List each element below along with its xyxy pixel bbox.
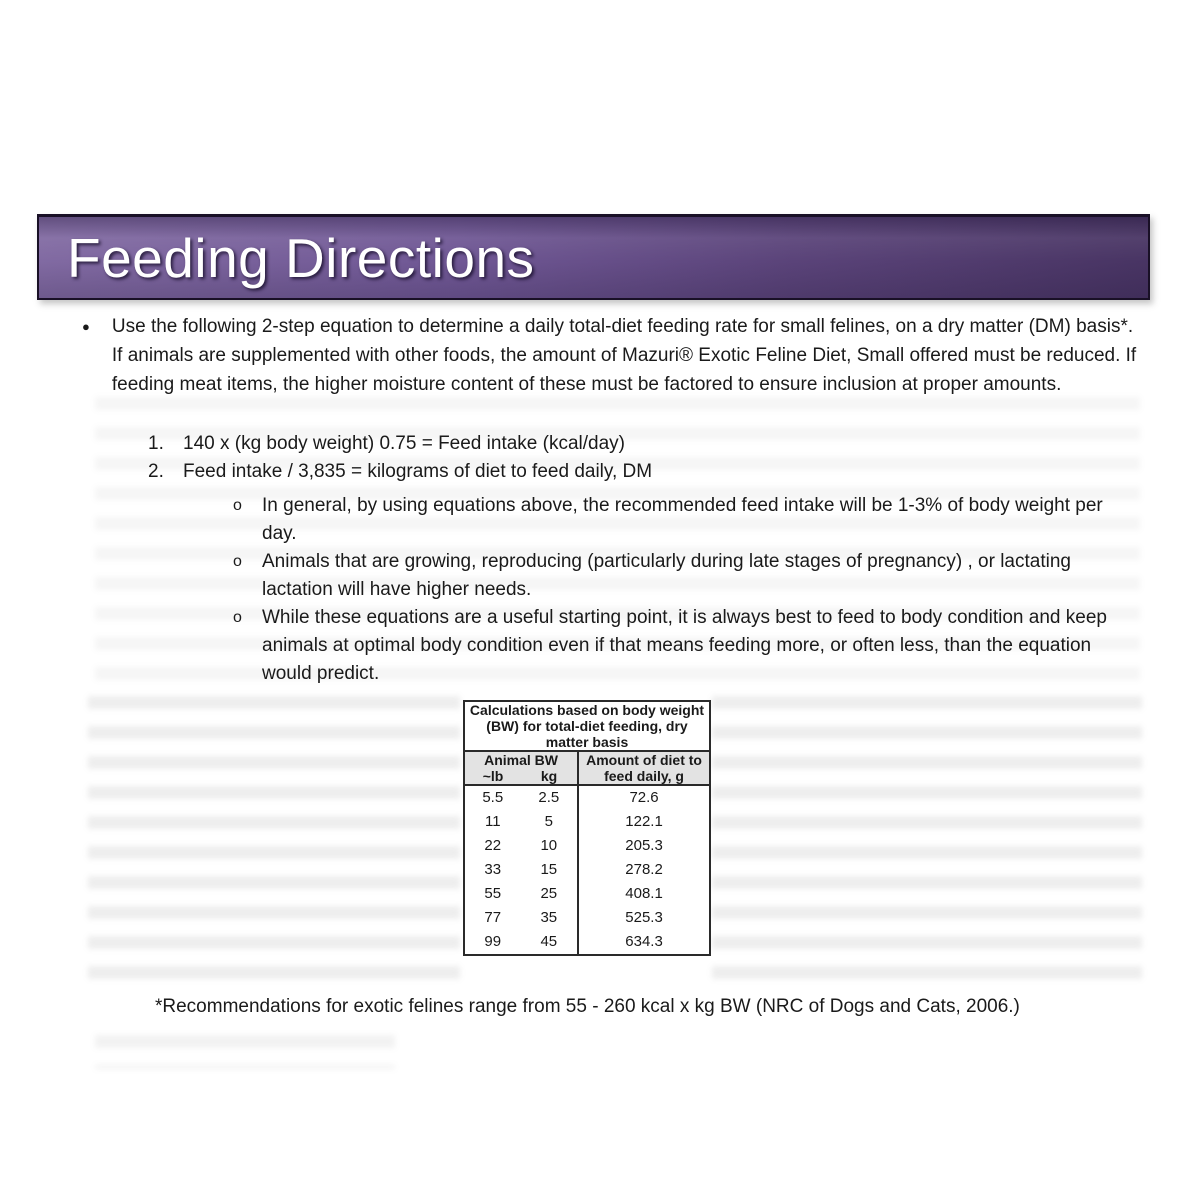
equation-steps: 1. 140 x (kg body weight) 0.75 = Feed in… [148, 430, 652, 486]
cell-kg: 2.5 [538, 789, 560, 806]
cell-amount: 122.1 [577, 810, 710, 834]
scan-artifact-band [95, 1035, 395, 1069]
sub-bullet-marker: o [233, 609, 242, 626]
table-header-row: Animal BW ~lb kg Amount of diet to feed … [464, 751, 710, 786]
slide-title: Feeding Directions [67, 226, 535, 289]
sub-bullet-text: Animals that are growing, reproducing (p… [262, 551, 1071, 600]
cell-kg: 5 [544, 813, 553, 830]
sub-bullet-item: o In general, by using equations above, … [233, 492, 1130, 548]
table-row: 5.5 2.5 72.6 [464, 785, 710, 810]
sub-bullet-item: o While these equations are a useful sta… [233, 604, 1130, 688]
step-item: 2. Feed intake / 3,835 = kilograms of di… [148, 458, 652, 486]
sub-bullet-list: o In general, by using equations above, … [233, 492, 1130, 688]
animal-bw-label: Animal BW [484, 752, 558, 768]
cell-amount: 525.3 [577, 906, 710, 930]
intro-text: Use the following 2-step equation to det… [111, 316, 1137, 395]
table-row: 99 45 634.3 [464, 930, 710, 955]
step-number: 1. [148, 433, 164, 454]
cell-amount: 72.6 [577, 785, 710, 810]
footnote: *Recommendations for exotic felines rang… [155, 996, 1020, 1017]
slide-title-banner: Feeding Directions [37, 214, 1150, 300]
scan-artifact-band [88, 696, 460, 996]
table-row: 77 35 525.3 [464, 906, 710, 930]
cell-kg: 45 [540, 933, 558, 950]
sub-bullet-marker: o [233, 497, 242, 514]
table-row: 33 15 278.2 [464, 858, 710, 882]
cell-lb: 11 [484, 813, 501, 830]
col-subheader-kg: kg [540, 768, 558, 784]
cell-kg: 10 [540, 837, 558, 854]
col-header-amount: Amount of diet to feed daily, g [578, 751, 710, 786]
cell-lb: 22 [484, 837, 502, 854]
col-subheader-lb: ~lb [482, 768, 504, 784]
cell-lb: 5.5 [482, 789, 504, 806]
sub-bullet-item: o Animals that are growing, reproducing … [233, 548, 1130, 604]
feeding-table: Calculations based on body weight (BW) f… [463, 700, 711, 956]
bullet-marker: ● [82, 319, 90, 334]
col-header-animal-bw: Animal BW ~lb kg [464, 751, 580, 786]
cell-kg: 15 [540, 861, 558, 878]
sub-bullet-text: While these equations are a useful start… [262, 607, 1107, 684]
cell-amount: 205.3 [577, 834, 710, 858]
step-item: 1. 140 x (kg body weight) 0.75 = Feed in… [148, 430, 652, 458]
cell-kg: 35 [540, 909, 558, 926]
table-row: 22 10 205.3 [464, 834, 710, 858]
cell-amount: 278.2 [577, 858, 710, 882]
table-body: 5.5 2.5 72.6 11 5 122.1 22 10 205.3 33 1… [464, 785, 710, 955]
table-caption-row: Calculations based on body weight (BW) f… [464, 701, 710, 752]
sub-bullet-marker: o [233, 553, 242, 570]
table-caption: Calculations based on body weight (BW) f… [464, 701, 710, 752]
intro-bullet: ● Use the following 2-step equation to d… [78, 312, 1140, 399]
cell-amount: 634.3 [577, 930, 710, 955]
step-text: Feed intake / 3,835 = kilograms of diet … [183, 461, 653, 482]
cell-lb: 99 [484, 933, 502, 950]
sub-bullet-text: In general, by using equations above, th… [262, 495, 1103, 544]
table-row: 11 5 122.1 [464, 810, 710, 834]
step-text: 140 x (kg body weight) 0.75 = Feed intak… [183, 433, 625, 454]
cell-lb: 77 [484, 909, 502, 926]
cell-kg: 25 [540, 885, 558, 902]
table-row: 55 25 408.1 [464, 882, 710, 906]
scan-artifact-band [712, 696, 1142, 996]
cell-amount: 408.1 [577, 882, 710, 906]
cell-lb: 33 [484, 861, 502, 878]
step-number: 2. [148, 461, 164, 482]
cell-lb: 55 [484, 885, 502, 902]
